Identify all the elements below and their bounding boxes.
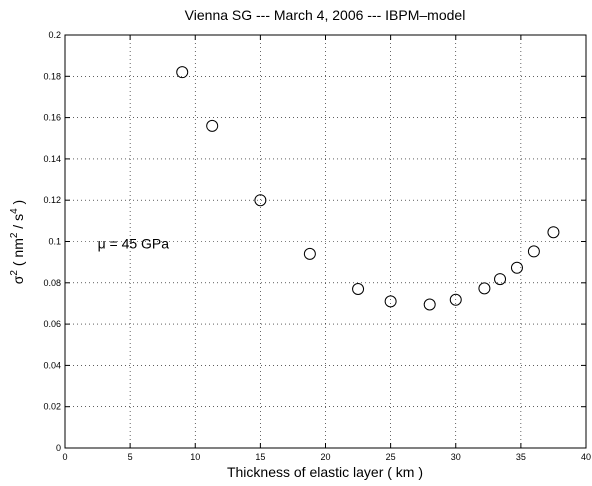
y-label-slash-s: / s — [10, 214, 26, 233]
plot-frame — [64, 34, 587, 449]
y-tick-label: 0.2 — [48, 30, 61, 40]
tick-labels: 0 5 10 15 20 25 30 35 40 0 0.02 0.04 0.06 0.08 0.1 0.12… — [43, 30, 591, 462]
grid-lines — [65, 35, 586, 448]
data-point — [478, 282, 491, 295]
x-tick-label: 25 — [386, 452, 396, 462]
x-tick-label: 15 — [255, 452, 265, 462]
data-point — [423, 298, 436, 311]
y-tick-label: 0.12 — [43, 195, 61, 205]
y-tick-label: 0.14 — [43, 154, 61, 164]
data-point — [176, 66, 189, 79]
data-point — [303, 247, 316, 260]
chart-title: Vienna SG --- March 4, 2006 --- IBPM–mod… — [185, 7, 466, 23]
y-axis-label: σ2 ( nm2 / s4 ) — [9, 200, 26, 284]
data-point — [352, 282, 365, 295]
x-tick-label: 30 — [451, 452, 461, 462]
x-tick-label: 20 — [320, 452, 330, 462]
mu-annotation: μ = 45 GPa — [98, 236, 170, 252]
data-points — [176, 66, 560, 311]
y-tick-label: 0.18 — [43, 71, 61, 81]
data-point — [254, 194, 267, 207]
x-tick-label: 35 — [516, 452, 526, 462]
data-point — [527, 245, 540, 258]
y-label-paren-open: ( nm — [10, 238, 26, 270]
y-tick-label: 0.08 — [43, 278, 61, 288]
x-axis-label: Thickness of elastic layer ( km ) — [227, 464, 423, 480]
y-label-paren-close: ) — [10, 200, 26, 209]
y-tick-label: 0.04 — [43, 360, 61, 370]
y-tick-label: 0.1 — [48, 237, 61, 247]
data-point — [494, 273, 507, 286]
data-point — [449, 293, 462, 306]
y-tick-label: 0 — [56, 443, 61, 453]
y-label-s-exp: 4 — [9, 208, 20, 214]
x-tick-label: 0 — [62, 452, 67, 462]
y-tick-label: 0.06 — [43, 319, 61, 329]
data-point — [384, 295, 397, 308]
y-label-nm-exp: 2 — [9, 232, 20, 238]
data-point — [510, 261, 523, 274]
data-point — [206, 119, 219, 132]
x-tick-label: 10 — [190, 452, 200, 462]
y-tick-label: 0.02 — [43, 402, 61, 412]
y-label-sigma-exp: 2 — [9, 270, 20, 276]
data-point — [547, 226, 560, 239]
y-label-sigma: σ — [10, 275, 26, 284]
y-tick-label: 0.16 — [43, 113, 61, 123]
x-tick-label: 40 — [581, 452, 591, 462]
x-tick-label: 5 — [128, 452, 133, 462]
